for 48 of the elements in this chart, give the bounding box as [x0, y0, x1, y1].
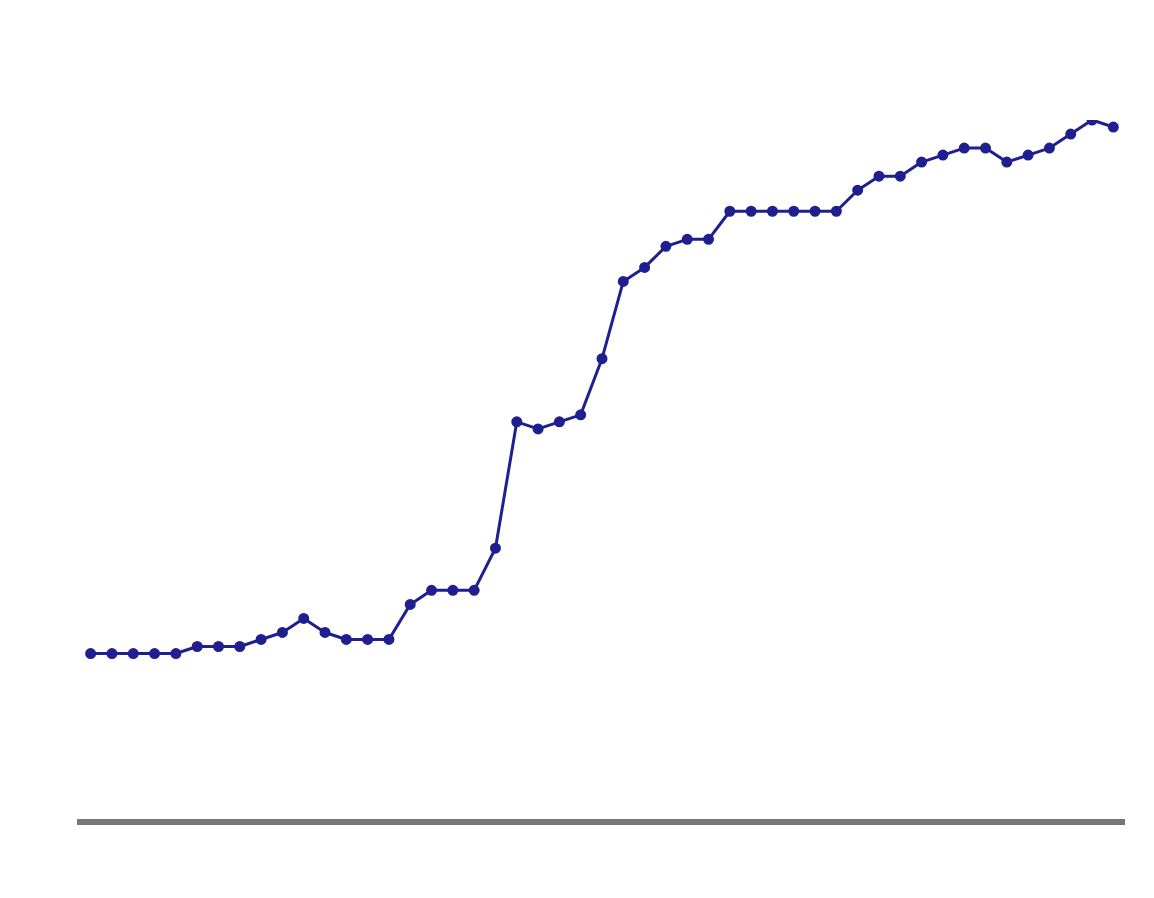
point: [724, 205, 736, 217]
point: [276, 626, 288, 638]
point: [127, 648, 139, 660]
point: [447, 584, 459, 596]
point: [255, 633, 267, 645]
point: [149, 648, 161, 660]
point: [958, 142, 970, 154]
point: [660, 240, 672, 252]
point: [383, 633, 395, 645]
point: [916, 156, 928, 168]
point: [809, 205, 821, 217]
point: [191, 641, 203, 652]
point: [830, 205, 842, 217]
point: [980, 142, 992, 154]
point: [575, 409, 587, 421]
point: [1043, 142, 1055, 154]
point: [212, 641, 224, 652]
point: [937, 149, 949, 161]
point: [788, 205, 800, 217]
point: [639, 261, 651, 273]
point: [170, 648, 182, 660]
point: [703, 233, 715, 245]
point: [234, 641, 246, 652]
point: [852, 184, 864, 196]
point: [617, 275, 629, 287]
point: [511, 416, 523, 428]
point: [1065, 128, 1077, 140]
point: [85, 648, 97, 660]
point: [319, 626, 331, 638]
point: [553, 416, 565, 428]
point: [873, 170, 885, 182]
point: [532, 423, 544, 435]
point: [1107, 121, 1119, 133]
point: [681, 233, 693, 245]
point: [1022, 149, 1034, 161]
point: [1001, 156, 1013, 168]
point: [596, 353, 608, 365]
point: [362, 633, 374, 645]
point: [894, 170, 906, 182]
point: [340, 633, 352, 645]
point: [468, 584, 480, 596]
point: [404, 598, 416, 610]
point: [489, 542, 501, 554]
point: [106, 648, 118, 660]
point: [745, 205, 757, 217]
point: [426, 584, 438, 596]
point: [766, 205, 778, 217]
point: [298, 612, 310, 624]
